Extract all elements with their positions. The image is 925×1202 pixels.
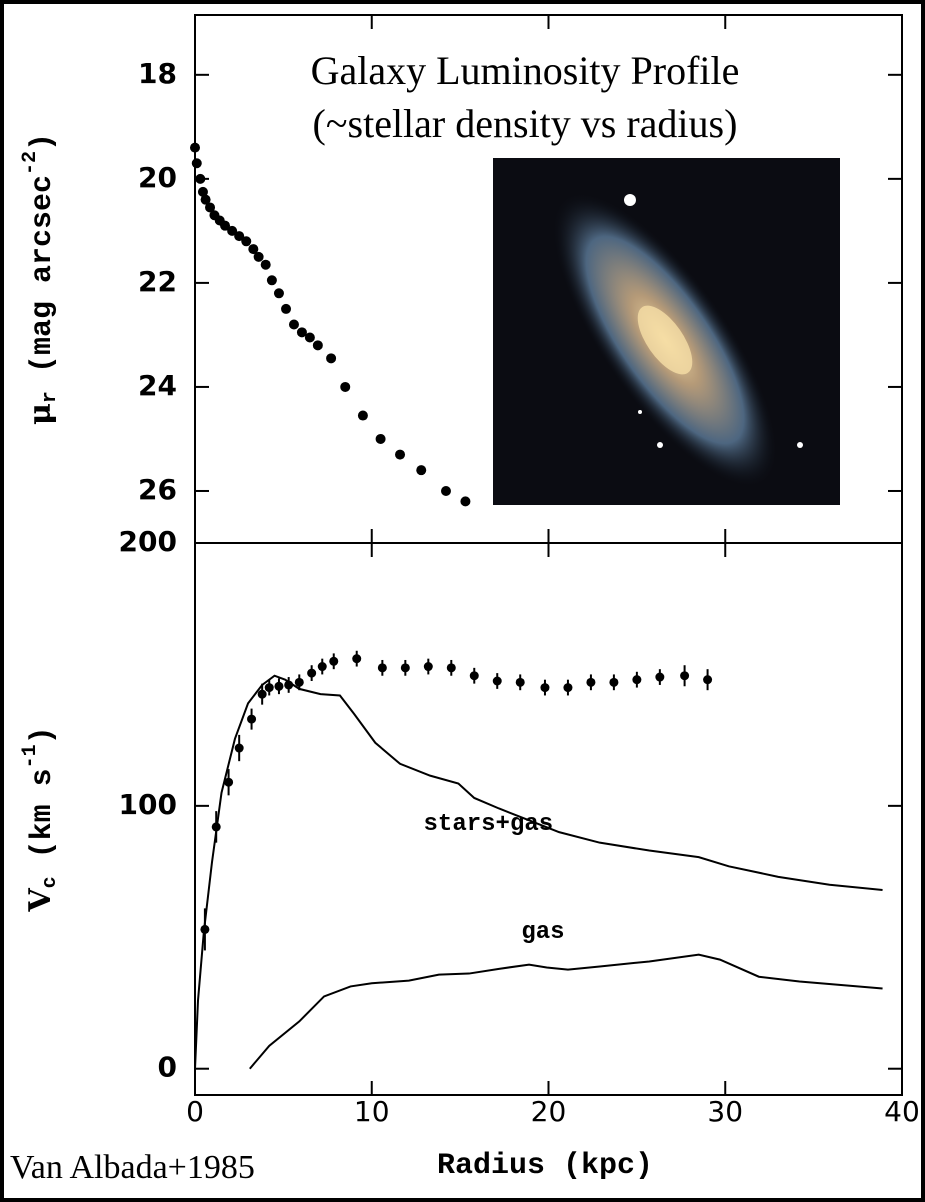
data-point: [377, 663, 387, 673]
x-tick-label: 30: [707, 1095, 743, 1128]
data-point: [446, 663, 456, 673]
y-tick-label: 0: [158, 1051, 177, 1084]
data-point: [195, 173, 206, 184]
line: [249, 953, 883, 1070]
data-point: [266, 275, 277, 286]
data-point: [440, 485, 451, 496]
chart-subtitle: (~stellar density vs radius): [313, 101, 738, 146]
chart-title: Galaxy Luminosity Profile: [311, 48, 740, 93]
y-axis-label-part: V: [23, 888, 58, 913]
data-point: [248, 244, 259, 255]
data-point: [234, 743, 244, 753]
y-axis-label-part: -2: [19, 151, 42, 175]
x-tick-label: 40: [884, 1095, 920, 1128]
galaxy-image: [493, 158, 840, 505]
data-point: [220, 220, 231, 231]
data-point: [469, 671, 479, 681]
y-axis-label: μr (mag arcsec-2): [19, 133, 62, 425]
data-point: [326, 353, 337, 364]
galaxy-bulge: [637, 305, 693, 375]
x-tick-label: 0: [186, 1095, 204, 1128]
data-point: [317, 662, 327, 672]
data-point: [281, 303, 292, 314]
data-point: [191, 158, 202, 169]
data-point: [340, 381, 351, 392]
data-point: [260, 259, 271, 270]
data-point: [234, 231, 245, 242]
line: [194, 674, 883, 1069]
x-axis-label: Radius (kpc): [437, 1149, 653, 1183]
y-axis-label-part: ): [26, 133, 60, 151]
data-point: [253, 251, 264, 262]
y-tick-label: 24: [138, 369, 177, 402]
data-point: [423, 662, 433, 672]
data-point: [247, 714, 257, 724]
y-axis-label-part: ): [26, 726, 60, 744]
y-axis-label-part: -1: [19, 744, 42, 768]
line-label: gas: [521, 919, 564, 946]
data-point: [632, 675, 642, 685]
data-point: [200, 924, 210, 934]
line-label: stars+gas: [424, 811, 554, 838]
y-axis-label-part: c: [39, 876, 62, 888]
y-axis-label-part: μ: [23, 403, 58, 425]
data-point: [352, 654, 362, 664]
data-point: [395, 449, 406, 460]
data-point: [224, 777, 234, 787]
data-point: [703, 675, 713, 685]
data-point: [307, 668, 317, 678]
y-axis-label-part: (mag arcsec: [26, 175, 60, 391]
y-axis-label-part: r: [39, 391, 62, 403]
data-point: [264, 683, 274, 693]
data-point: [492, 676, 502, 686]
y-tick-label: 100: [119, 788, 177, 821]
citation: Van Albada+1985: [10, 1149, 255, 1186]
data-point: [284, 680, 294, 690]
x-tick-label: 20: [531, 1095, 567, 1128]
y-tick-label: 20: [138, 161, 177, 194]
data-point: [296, 327, 307, 338]
data-point: [304, 332, 315, 343]
data-point: [540, 683, 550, 693]
data-point: [680, 671, 690, 681]
y-tick-label: 18: [138, 57, 177, 90]
data-point: [375, 433, 386, 444]
data-point: [312, 340, 323, 351]
y-axis-label: Vc (km s-1): [19, 726, 62, 912]
data-point: [205, 202, 216, 213]
x-tick-label: 10: [354, 1095, 390, 1128]
star: [638, 410, 642, 414]
data-point: [257, 689, 267, 699]
data-point: [211, 822, 221, 832]
data-point: [400, 663, 410, 673]
data-point: [357, 410, 368, 421]
y-tick-label: 200: [119, 525, 177, 558]
data-point: [563, 683, 573, 693]
data-point: [655, 672, 665, 682]
data-point: [241, 236, 252, 247]
data-point: [197, 186, 208, 197]
data-point: [200, 194, 211, 205]
star: [624, 194, 636, 206]
data-point: [416, 465, 427, 476]
data-point: [460, 496, 471, 507]
y-axis-label-part: (km s: [26, 768, 60, 876]
star: [797, 442, 803, 448]
data-point: [274, 681, 284, 691]
data-point: [288, 319, 299, 330]
data-point: [515, 677, 525, 687]
data-point: [190, 142, 200, 153]
data-point: [227, 225, 238, 236]
star: [657, 442, 663, 448]
y-tick-label: 26: [138, 473, 177, 506]
data-point: [294, 677, 304, 687]
data-point: [586, 677, 596, 687]
data-point: [609, 677, 619, 687]
y-tick-label: 22: [138, 265, 177, 298]
data-point: [329, 656, 339, 666]
data-point: [273, 288, 284, 299]
